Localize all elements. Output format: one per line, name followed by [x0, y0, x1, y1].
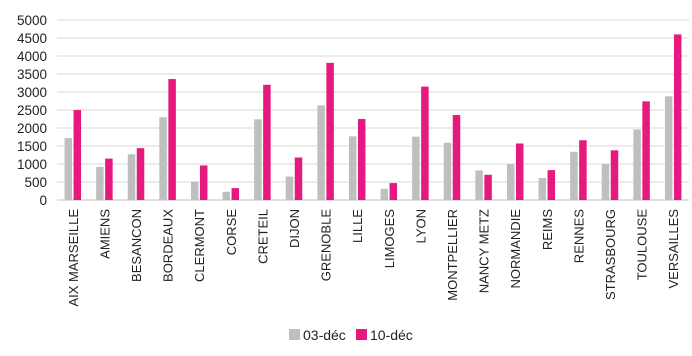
x-category-label: LYON: [413, 209, 428, 243]
y-tick-label: 4500: [17, 31, 47, 46]
legend-label: 03-déc: [303, 327, 346, 343]
x-category-label: AIX MARSEILLE: [66, 209, 81, 307]
bar-series1: [538, 178, 547, 200]
bar-series2: [199, 165, 208, 200]
bar-series1: [96, 166, 104, 200]
bar-series2: [168, 79, 176, 200]
y-tick-label: 3000: [17, 85, 47, 100]
x-category-label: BORDEAUX: [161, 209, 176, 282]
bars: [64, 34, 682, 201]
x-category-label: REIMS: [540, 209, 555, 251]
bar-series1: [222, 191, 231, 200]
bar-series1: [64, 138, 73, 200]
bar-series2: [673, 34, 682, 201]
bar-series2: [515, 143, 524, 200]
y-tick-label: 2000: [17, 121, 47, 136]
y-tick-label: 1000: [17, 157, 47, 172]
x-category-label: MONTPELLIER: [445, 209, 460, 301]
bar-series1: [633, 129, 641, 200]
bar-series1: [348, 136, 357, 200]
y-axis: 0 500 1000 1500 2000 2500 3000 3500 4000 4500 5000: [17, 13, 47, 208]
bar-series1: [190, 181, 199, 200]
bar-series2: [294, 157, 303, 200]
bar-series1: [506, 164, 515, 200]
bar-series2: [105, 158, 113, 200]
bar-series2: [610, 150, 619, 200]
bar-series1: [380, 188, 389, 200]
x-category-label: RENNES: [571, 209, 586, 264]
y-tick-label: 2500: [17, 103, 47, 118]
x-category-label: CLERMONT: [192, 209, 207, 282]
x-category-label: BESANCON: [129, 209, 144, 282]
bar-series1: [664, 96, 673, 200]
x-category-label: CORSE: [224, 209, 239, 256]
x-category-label: NORMANDIE: [508, 209, 523, 289]
bar-series2: [452, 115, 461, 200]
bar-series2: [357, 119, 366, 200]
x-category-label: CRETEIL: [255, 209, 270, 264]
x-category-label: AMIENS: [97, 209, 112, 259]
bar-series2: [421, 86, 429, 200]
y-tick-label: 4000: [17, 49, 47, 64]
bar-series2: [231, 188, 240, 200]
bar-series2: [642, 101, 650, 200]
bar-series2: [547, 170, 556, 200]
legend-swatch: [356, 329, 367, 340]
y-tick-label: 0: [39, 193, 47, 208]
bar-series2: [73, 110, 82, 200]
y-tick-label: 1500: [17, 139, 47, 154]
x-category-label: GRENOBLE: [319, 209, 334, 282]
bar-series2: [263, 84, 271, 200]
bar-series1: [412, 136, 420, 200]
gridlines: [57, 19, 689, 201]
x-category-label: VERSAILLES: [666, 209, 681, 289]
bar-series2: [579, 140, 587, 200]
bar-series2: [484, 174, 492, 200]
bar-series2: [136, 148, 145, 200]
x-axis: AIX MARSEILLE AMIENS BESANCON BORDEAUX CLERM…: [66, 209, 681, 307]
y-tick-label: 3500: [17, 67, 47, 82]
legend-swatch: [289, 329, 300, 340]
x-category-label: LILLE: [350, 209, 365, 243]
x-category-label: NANCY METZ: [477, 209, 492, 293]
bar-series2: [389, 183, 398, 200]
bar-series2: [326, 62, 334, 201]
legend: 03-déc 10-déc: [289, 327, 413, 343]
bar-series1: [317, 105, 325, 200]
y-tick-label: 5000: [17, 13, 47, 28]
bar-series1: [475, 170, 483, 200]
bar-series1: [285, 176, 294, 200]
x-category-label: TOULOUSE: [635, 209, 650, 281]
bar-series1: [570, 151, 578, 200]
bar-series1: [254, 119, 262, 200]
legend-label: 10-déc: [370, 327, 413, 343]
bar-series1: [159, 117, 167, 200]
bar-series1: [601, 164, 610, 200]
y-tick-label: 500: [24, 175, 47, 190]
x-category-label: STRASBOURG: [603, 209, 618, 300]
x-category-label: DIJON: [287, 209, 302, 248]
x-category-label: LIMOGES: [382, 209, 397, 269]
bar-series1: [127, 154, 136, 200]
bar-series1: [443, 142, 452, 200]
